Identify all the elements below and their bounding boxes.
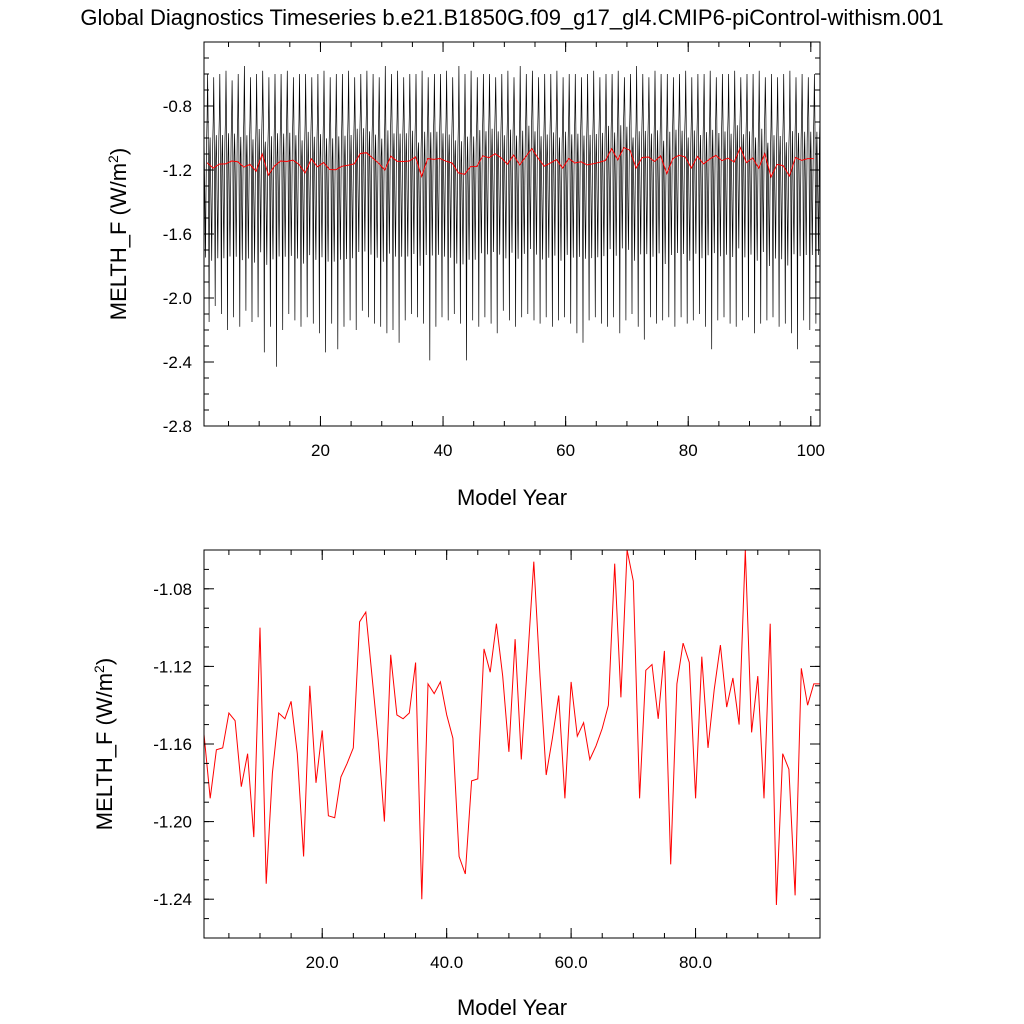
x-tick-label: 20.0 — [306, 953, 339, 972]
axes: 20 40 60 80 100 -2.8 -2.4 -2.0 -1.6 -1.2 -0.8 — [163, 41, 825, 460]
annual-mean-line — [206, 146, 814, 179]
y-tick-label: -1.20 — [153, 813, 192, 832]
x-tick-label: 40.0 — [430, 953, 463, 972]
axes: 20.0 40.0 60.0 80.0 -1.24 -1.20 -1.16 -1.12 -1.0… — [153, 549, 821, 972]
y-tick-label: -2.8 — [163, 417, 192, 436]
y-axis-title: MELTH_F (W/m2) — [105, 148, 131, 320]
y-tick-label: -2.0 — [163, 289, 192, 308]
figure-title: Global Diagnostics Timeseries b.e21.B185… — [80, 5, 943, 30]
x-tick-label: 100 — [797, 441, 825, 460]
y-tick-label: -1.16 — [153, 735, 192, 754]
x-tick-label: 80.0 — [679, 953, 712, 972]
plot-area — [203, 549, 820, 906]
y-tick-label: -1.6 — [163, 225, 192, 244]
x-tick-label: 40 — [434, 441, 453, 460]
x-tick-label: 20 — [311, 441, 330, 460]
x-tick-label: 80 — [679, 441, 698, 460]
monthly-annual-panel: 20 40 60 80 100 -2.8 -2.4 -2.0 -1.6 -1.2 -0.8 Mode… — [105, 41, 825, 510]
monthly-series-line — [203, 65, 821, 367]
y-tick-label: -0.8 — [163, 97, 192, 116]
y-tick-label: -2.4 — [163, 353, 192, 372]
y-tick-label: -1.12 — [153, 657, 192, 676]
annual-series-line — [203, 549, 820, 906]
y-axis-title: MELTH_F (W/m2) — [91, 658, 117, 830]
x-tick-label: 60.0 — [555, 953, 588, 972]
annual-mean-panel: 20.0 40.0 60.0 80.0 -1.24 -1.20 -1.16 -1.12 -1.0… — [91, 549, 821, 1020]
y-tick-label: -1.24 — [153, 890, 192, 909]
x-tick-label: 60 — [556, 441, 575, 460]
x-axis-title: Model Year — [457, 995, 567, 1020]
x-axis-title: Model Year — [457, 485, 567, 510]
y-tick-label: -1.2 — [163, 161, 192, 180]
y-tick-label: -1.08 — [153, 580, 192, 599]
plot-area — [203, 65, 821, 367]
